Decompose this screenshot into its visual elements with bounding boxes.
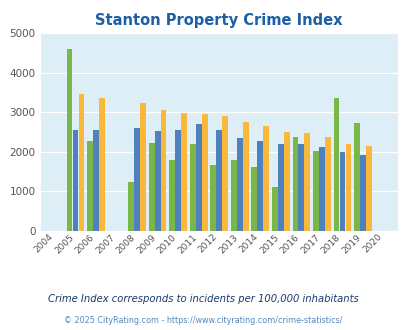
- Bar: [134, 128, 140, 231]
- Bar: [263, 126, 269, 231]
- Bar: [298, 144, 303, 231]
- Bar: [353, 123, 359, 231]
- Bar: [79, 94, 84, 231]
- Bar: [271, 187, 277, 231]
- Bar: [87, 141, 93, 231]
- Bar: [195, 124, 201, 231]
- Bar: [201, 114, 207, 231]
- Bar: [333, 98, 339, 231]
- Bar: [365, 146, 371, 231]
- Text: Crime Index corresponds to incidents per 100,000 inhabitants: Crime Index corresponds to incidents per…: [47, 294, 358, 304]
- Bar: [304, 133, 309, 231]
- Title: Stanton Property Crime Index: Stanton Property Crime Index: [95, 13, 342, 28]
- Bar: [242, 122, 248, 231]
- Bar: [140, 104, 145, 231]
- Text: © 2025 CityRating.com - https://www.cityrating.com/crime-statistics/: © 2025 CityRating.com - https://www.city…: [64, 316, 341, 325]
- Bar: [169, 160, 175, 231]
- Bar: [312, 151, 318, 231]
- Bar: [99, 98, 104, 231]
- Bar: [72, 130, 78, 231]
- Bar: [181, 114, 187, 231]
- Bar: [230, 160, 236, 231]
- Bar: [251, 167, 257, 231]
- Bar: [324, 137, 330, 231]
- Bar: [277, 144, 283, 231]
- Bar: [154, 131, 160, 231]
- Bar: [292, 137, 298, 231]
- Bar: [359, 155, 365, 231]
- Bar: [128, 182, 134, 231]
- Bar: [190, 144, 195, 231]
- Bar: [222, 116, 228, 231]
- Bar: [216, 130, 222, 231]
- Bar: [236, 138, 242, 231]
- Bar: [93, 130, 99, 231]
- Bar: [160, 110, 166, 231]
- Bar: [318, 147, 324, 231]
- Bar: [283, 132, 289, 231]
- Bar: [210, 165, 215, 231]
- Bar: [345, 144, 350, 231]
- Bar: [149, 143, 154, 231]
- Bar: [257, 141, 262, 231]
- Bar: [175, 130, 181, 231]
- Bar: [339, 152, 345, 231]
- Bar: [66, 49, 72, 231]
